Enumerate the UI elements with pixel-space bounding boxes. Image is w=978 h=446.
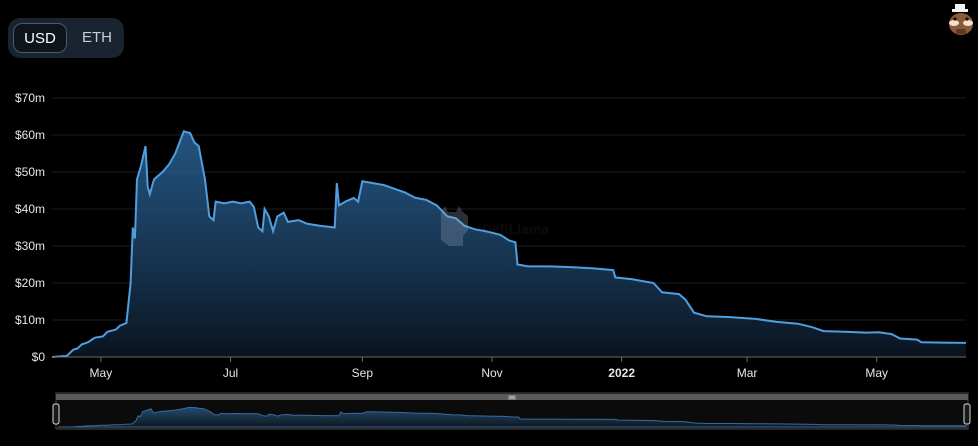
x-tick-label: Sep bbox=[352, 366, 374, 380]
x-tick-label: 2022 bbox=[608, 366, 635, 380]
y-tick-label: $60m bbox=[15, 128, 45, 142]
usd-toggle-button[interactable]: USD bbox=[13, 23, 67, 53]
x-tick-label: Jul bbox=[223, 366, 238, 380]
y-tick-label: $50m bbox=[15, 165, 45, 179]
y-axis: $0 $10m $20m $30m $40m $50m $60m $70m bbox=[15, 91, 45, 364]
watermark-text: DefiLlama bbox=[482, 221, 549, 237]
llama-avatar-icon[interactable] bbox=[946, 4, 976, 38]
x-tick-label: May bbox=[865, 366, 888, 380]
left-range-handle[interactable] bbox=[52, 403, 60, 425]
drag-handle-icon[interactable] bbox=[508, 395, 516, 400]
right-range-handle[interactable] bbox=[963, 403, 971, 425]
x-tick-label: Nov bbox=[481, 366, 502, 380]
mini-tvl-area bbox=[57, 406, 967, 428]
currency-toggle: USD ETH bbox=[8, 18, 124, 58]
zoom-slider[interactable] bbox=[52, 392, 971, 430]
y-tick-label: $40m bbox=[15, 202, 45, 216]
eth-toggle-button[interactable]: ETH bbox=[82, 29, 112, 46]
x-tick-label: May bbox=[90, 366, 113, 380]
y-tick-label: $70m bbox=[15, 91, 45, 105]
y-tick-label: $20m bbox=[15, 276, 45, 290]
y-tick-label: $0 bbox=[32, 350, 46, 364]
y-tick-label: $30m bbox=[15, 239, 45, 253]
llama-watermark-icon bbox=[441, 206, 468, 246]
watermark: DefiLlama bbox=[441, 206, 549, 246]
tvl-area bbox=[52, 131, 966, 357]
x-tick-label: Mar bbox=[737, 366, 758, 380]
y-tick-label: $10m bbox=[15, 313, 45, 327]
tvl-line bbox=[51, 130, 967, 358]
x-axis: May Jul Sep Nov 2022 Mar May bbox=[90, 357, 888, 380]
